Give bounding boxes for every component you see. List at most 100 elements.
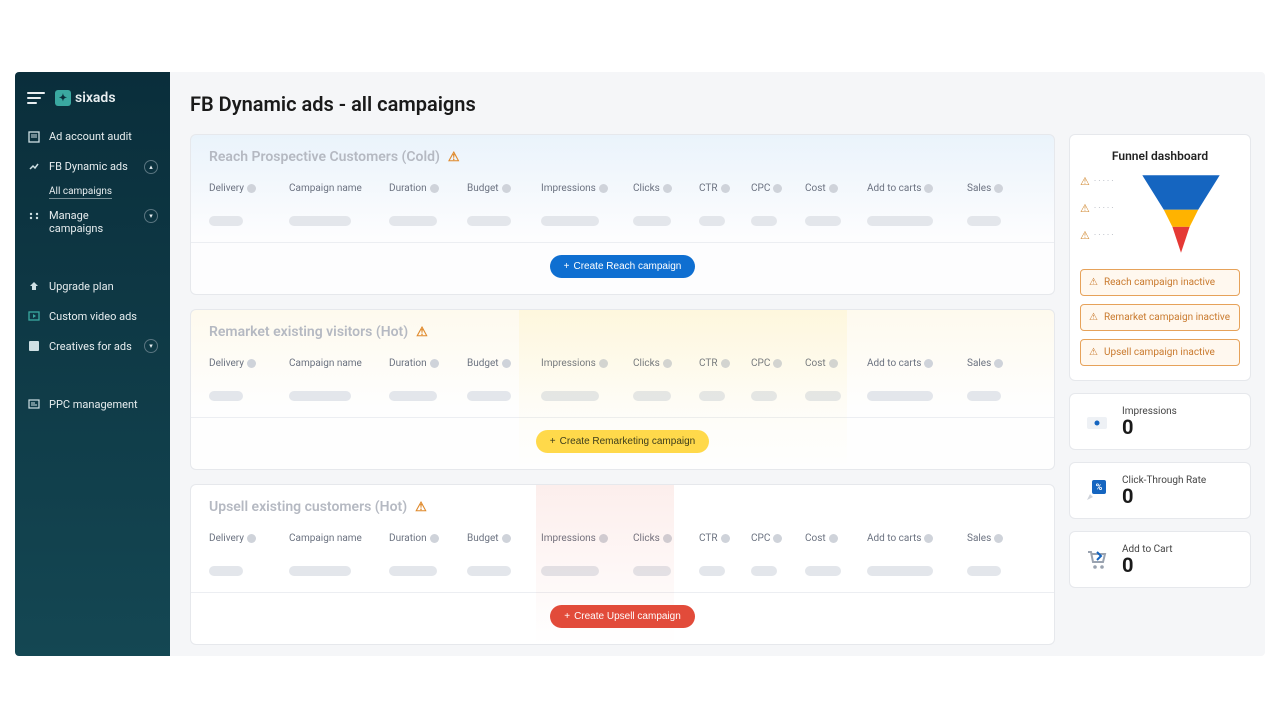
- section-title-text: Reach Prospective Customers (Cold): [209, 149, 440, 165]
- info-icon[interactable]: [924, 184, 933, 193]
- status-pill[interactable]: ⚠Reach campaign inactive: [1080, 269, 1240, 296]
- skeleton-cell: [289, 566, 351, 576]
- info-icon[interactable]: [924, 534, 933, 543]
- plus-icon: +: [564, 261, 570, 272]
- logo: ✦ sixads: [55, 90, 116, 106]
- info-icon[interactable]: [430, 184, 439, 193]
- info-icon[interactable]: [994, 359, 1003, 368]
- info-icon[interactable]: [721, 534, 730, 543]
- col-header-dur: Duration: [389, 533, 467, 544]
- col-header-budget: Budget: [467, 358, 541, 369]
- info-icon[interactable]: [663, 534, 672, 543]
- info-icon[interactable]: [721, 359, 730, 368]
- info-icon[interactable]: [502, 534, 511, 543]
- col-header-sales: Sales: [967, 183, 1027, 194]
- logo-mark-icon: ✦: [55, 90, 71, 106]
- info-icon[interactable]: [773, 359, 782, 368]
- eye-icon: [1084, 409, 1110, 435]
- sidebar-item-label: PPC management: [49, 398, 158, 411]
- info-icon[interactable]: [829, 184, 838, 193]
- skeleton-cell: [209, 566, 243, 576]
- status-pill[interactable]: ⚠Remarket campaign inactive: [1080, 304, 1240, 331]
- hamburger-icon[interactable]: [27, 92, 45, 104]
- warning-icon: ⚠: [415, 500, 427, 515]
- info-icon[interactable]: [247, 534, 256, 543]
- col-header-budget: Budget: [467, 533, 541, 544]
- sidebar-item-label: Custom video ads: [49, 310, 158, 323]
- main: FB Dynamic ads - all campaigns Reach Pro…: [170, 72, 1265, 656]
- col-header-ctr: CTR: [699, 533, 751, 544]
- metric-value: 0: [1122, 486, 1206, 506]
- create-campaign-button[interactable]: +Create Upsell campaign: [550, 605, 695, 628]
- skeleton-cell: [289, 216, 351, 226]
- skeleton-cell: [967, 566, 1001, 576]
- right-rail: Funnel dashboard ⚠····· ⚠····· ⚠·····: [1069, 134, 1251, 588]
- col-header-dur: Duration: [389, 358, 467, 369]
- funnel-card: Funnel dashboard ⚠····· ⚠····· ⚠·····: [1069, 134, 1251, 381]
- plus-icon: +: [550, 436, 556, 447]
- sidebar-item-fbdynamic[interactable]: FB Dynamic ads ▴: [15, 152, 170, 182]
- funnel-warn-row: ⚠·····: [1080, 175, 1116, 188]
- info-icon[interactable]: [829, 359, 838, 368]
- col-header-clicks: Clicks: [633, 358, 699, 369]
- info-icon[interactable]: [924, 359, 933, 368]
- metric-value: 0: [1122, 555, 1173, 575]
- info-icon[interactable]: [599, 359, 608, 368]
- sidebar: ✦ sixads Ad account audit FB Dynamic ads…: [15, 72, 170, 656]
- create-campaign-button[interactable]: +Create Reach campaign: [550, 255, 696, 278]
- info-icon[interactable]: [829, 534, 838, 543]
- info-icon[interactable]: [247, 184, 256, 193]
- info-icon[interactable]: [502, 184, 511, 193]
- info-icon[interactable]: [247, 359, 256, 368]
- skeleton-cell: [633, 566, 671, 576]
- skeleton-cell: [467, 566, 511, 576]
- skeleton-cell: [751, 566, 777, 576]
- info-icon[interactable]: [599, 534, 608, 543]
- sidebar-subitem-all-campaigns[interactable]: All campaigns: [15, 182, 170, 201]
- create-campaign-button[interactable]: +Create Remarketing campaign: [536, 430, 709, 453]
- sidebar-item-video[interactable]: Custom video ads: [15, 301, 170, 331]
- dynamic-icon: [27, 160, 41, 174]
- skeleton-cell: [209, 391, 243, 401]
- chevron-down-icon: ▾: [144, 339, 158, 353]
- skeleton-cell: [751, 391, 777, 401]
- metric-card: Add to Cart0: [1069, 531, 1251, 588]
- skeleton-cell: [867, 216, 933, 226]
- info-icon[interactable]: [721, 184, 730, 193]
- skeleton-cell: [389, 216, 437, 226]
- info-icon[interactable]: [994, 184, 1003, 193]
- logo-text: sixads: [75, 90, 116, 106]
- sidebar-item-upgrade[interactable]: Upgrade plan: [15, 271, 170, 301]
- col-header-cpc: CPC: [751, 358, 805, 369]
- info-icon[interactable]: [773, 184, 782, 193]
- create-row: +Create Upsell campaign: [209, 593, 1036, 628]
- info-icon[interactable]: [599, 184, 608, 193]
- info-icon[interactable]: [502, 359, 511, 368]
- table-header: DeliveryCampaign nameDurationBudgetImpre…: [209, 352, 1036, 375]
- info-icon[interactable]: [663, 359, 672, 368]
- status-pill[interactable]: ⚠Upsell campaign inactive: [1080, 339, 1240, 366]
- sidebar-item-ppc[interactable]: PPC management: [15, 389, 170, 419]
- metric-card: Impressions0: [1069, 393, 1251, 450]
- sidebar-item-label: Manage campaigns: [49, 209, 136, 235]
- create-row: +Create Remarketing campaign: [209, 418, 1036, 453]
- info-icon[interactable]: [994, 534, 1003, 543]
- sidebar-item-creatives[interactable]: Creatives for ads ▾: [15, 331, 170, 361]
- info-icon[interactable]: [773, 534, 782, 543]
- sidebar-item-manage[interactable]: Manage campaigns ▾: [15, 201, 170, 243]
- info-icon[interactable]: [430, 359, 439, 368]
- section-title-text: Remarket existing visitors (Hot): [209, 324, 408, 340]
- section-title: Upsell existing customers (Hot) ⚠: [209, 499, 1036, 515]
- info-icon[interactable]: [430, 534, 439, 543]
- skeleton-cell: [541, 216, 599, 226]
- funnel-warn-row: ⚠·····: [1080, 229, 1116, 242]
- cart-icon: [1084, 547, 1110, 573]
- sidebar-item-audit[interactable]: Ad account audit: [15, 122, 170, 152]
- section-title-text: Upsell existing customers (Hot): [209, 499, 407, 515]
- skeleton-cell: [867, 566, 933, 576]
- table-header: DeliveryCampaign nameDurationBudgetImpre…: [209, 177, 1036, 200]
- info-icon[interactable]: [663, 184, 672, 193]
- create-row: +Create Reach campaign: [209, 243, 1036, 278]
- audit-icon: [27, 130, 41, 144]
- creatives-icon: [27, 339, 41, 353]
